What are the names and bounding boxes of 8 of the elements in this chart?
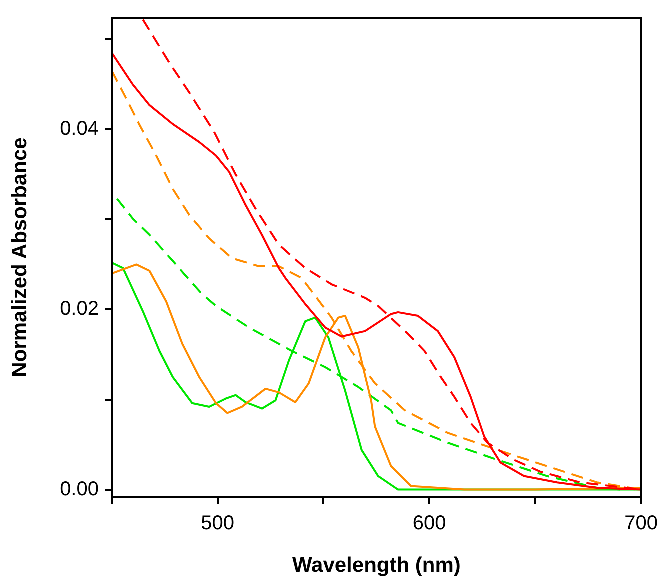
y-tick-label: 0.02 <box>60 298 99 320</box>
y-tick-label: 0.04 <box>60 118 99 140</box>
x-tick-label: 500 <box>201 512 235 535</box>
x-tick-label: 700 <box>624 512 658 535</box>
x-tick-label: 600 <box>412 512 446 535</box>
y-axis-title: Normalized Absorbance <box>8 138 32 378</box>
y-tick-label: 0.00 <box>60 478 99 500</box>
x-axis-title: Wavelength (nm) <box>292 554 461 578</box>
